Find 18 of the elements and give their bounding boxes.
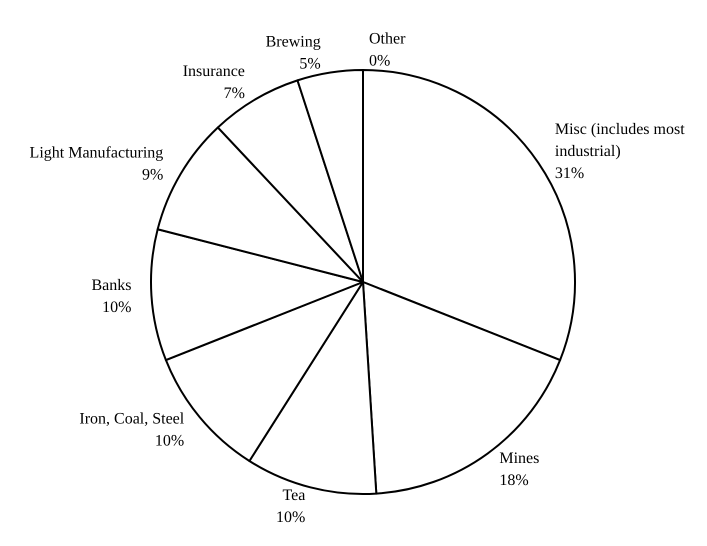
text: 0% bbox=[369, 52, 390, 70]
slice-label: Mines bbox=[499, 450, 540, 468]
data-label: 7% bbox=[224, 84, 245, 102]
slice-label: Tea bbox=[282, 487, 306, 504]
slice-label: Insurance bbox=[182, 62, 245, 80]
slice-label: Brewing bbox=[266, 33, 321, 50]
data-label: 10% bbox=[276, 509, 306, 526]
data-label: 5% bbox=[299, 55, 321, 72]
data-label: 10% bbox=[154, 432, 184, 450]
slice-label: Misc (includes most industrial) bbox=[554, 121, 689, 160]
slice-label: Light Manufacturing bbox=[30, 144, 164, 162]
category-label: Other bbox=[369, 30, 406, 48]
data-label: 9% bbox=[142, 166, 164, 184]
data-label: 18% bbox=[499, 472, 529, 490]
data-label: 10% bbox=[102, 299, 132, 316]
slice-label: Iron, Coal, Steel bbox=[79, 410, 185, 428]
data-label: 31% bbox=[554, 165, 584, 182]
slice-label: Banks bbox=[91, 277, 132, 294]
